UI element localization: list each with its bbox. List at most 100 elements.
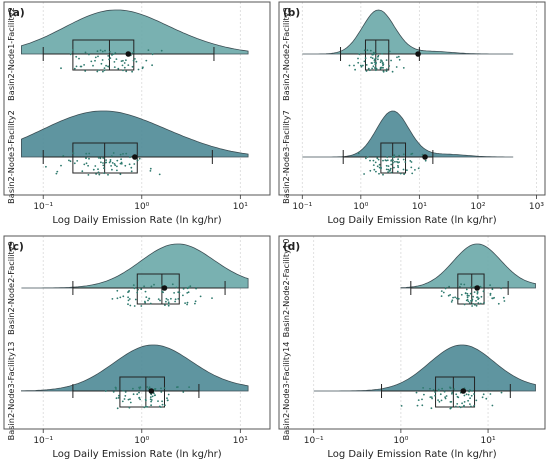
data-point (132, 51, 135, 54)
density-ridge (21, 9, 249, 55)
iqr-box (364, 39, 390, 71)
data-point (140, 305, 143, 307)
data-point (94, 165, 97, 167)
data-point (151, 395, 154, 398)
data-point (369, 49, 372, 52)
data-point (465, 393, 468, 396)
data-point (127, 398, 130, 401)
data-point (482, 290, 485, 293)
data-point (411, 152, 414, 155)
data-point (145, 296, 148, 298)
data-point (78, 57, 80, 60)
data-point (421, 404, 424, 407)
data-point (116, 169, 118, 172)
data-point (149, 167, 152, 170)
data-point (479, 302, 482, 305)
data-point (415, 391, 418, 394)
data-point (116, 165, 118, 168)
data-point (467, 399, 469, 402)
data-point (387, 168, 390, 171)
data-point (397, 166, 400, 169)
data-point (385, 59, 388, 61)
data-point (388, 50, 391, 53)
chart-panel-4: Basin2-Node2-Facility10 Basin2-Node3-Faci… (278, 235, 546, 460)
data-point (116, 159, 119, 162)
data-point (174, 300, 177, 303)
series-Basin2-Node1-Facility2: Basin2-Node1-Facility2 (6, 7, 249, 101)
x-axis-label: Log Daily Emission Rate (ln kg/hr) (52, 449, 221, 460)
data-point (171, 283, 174, 286)
data-point (69, 160, 72, 163)
data-point (62, 155, 65, 157)
data-point (92, 64, 94, 67)
data-point (151, 64, 154, 67)
data-point (429, 396, 432, 398)
data-point (470, 286, 472, 288)
mean-marker (422, 154, 428, 160)
series-label: Basin2-Node2-Facility10 (281, 239, 291, 338)
data-point (167, 393, 170, 396)
data-point (211, 297, 213, 299)
data-point (87, 174, 90, 176)
data-point (468, 390, 470, 393)
data-point (112, 391, 115, 393)
data-point (105, 159, 107, 162)
data-point (469, 292, 472, 295)
data-point (469, 403, 471, 405)
data-point (60, 67, 62, 70)
data-point (384, 159, 387, 162)
data-point (477, 302, 480, 304)
data-point (382, 173, 384, 176)
data-point (432, 389, 435, 391)
data-point (105, 64, 107, 67)
data-point (119, 296, 122, 299)
panel-label: (c) (8, 241, 24, 253)
data-point (111, 54, 113, 56)
data-point (128, 406, 131, 409)
data-point (388, 65, 391, 67)
data-point (138, 387, 141, 390)
data-point (442, 291, 445, 294)
data-point (154, 388, 157, 390)
data-point (385, 168, 388, 171)
data-point (133, 305, 136, 307)
data-point (132, 284, 135, 286)
data-point (129, 398, 131, 400)
x-tick-label: 10⁻¹ (292, 202, 312, 212)
data-point (365, 70, 368, 72)
data-point (468, 294, 470, 297)
data-point (108, 58, 110, 61)
data-point (101, 59, 104, 61)
data-point (103, 67, 106, 69)
data-point (122, 69, 124, 72)
mean-marker (161, 285, 168, 291)
data-point (378, 163, 381, 166)
data-point (393, 166, 395, 169)
data-point (147, 299, 149, 302)
data-point (114, 164, 117, 167)
data-point (143, 406, 146, 409)
data-point (378, 172, 380, 175)
data-point (489, 294, 492, 296)
data-point (88, 152, 91, 155)
data-point (166, 399, 169, 402)
data-point (457, 396, 460, 399)
data-point (131, 65, 134, 68)
data-point (113, 61, 116, 63)
data-point (99, 157, 102, 160)
data-point (122, 389, 125, 392)
data-point (158, 173, 161, 176)
data-point (409, 160, 412, 162)
data-point (434, 394, 436, 397)
data-point (111, 162, 114, 164)
data-point (460, 283, 462, 286)
chart-panel-1: Basin2-Node1-Facility2 Basin2-Node3-Facil… (3, 1, 271, 226)
data-point (119, 173, 122, 176)
data-point (123, 62, 126, 64)
data-point (98, 69, 100, 71)
data-point (145, 59, 148, 62)
data-point (447, 294, 450, 297)
data-point (367, 67, 370, 70)
data-point (475, 399, 478, 402)
data-point (417, 399, 420, 401)
